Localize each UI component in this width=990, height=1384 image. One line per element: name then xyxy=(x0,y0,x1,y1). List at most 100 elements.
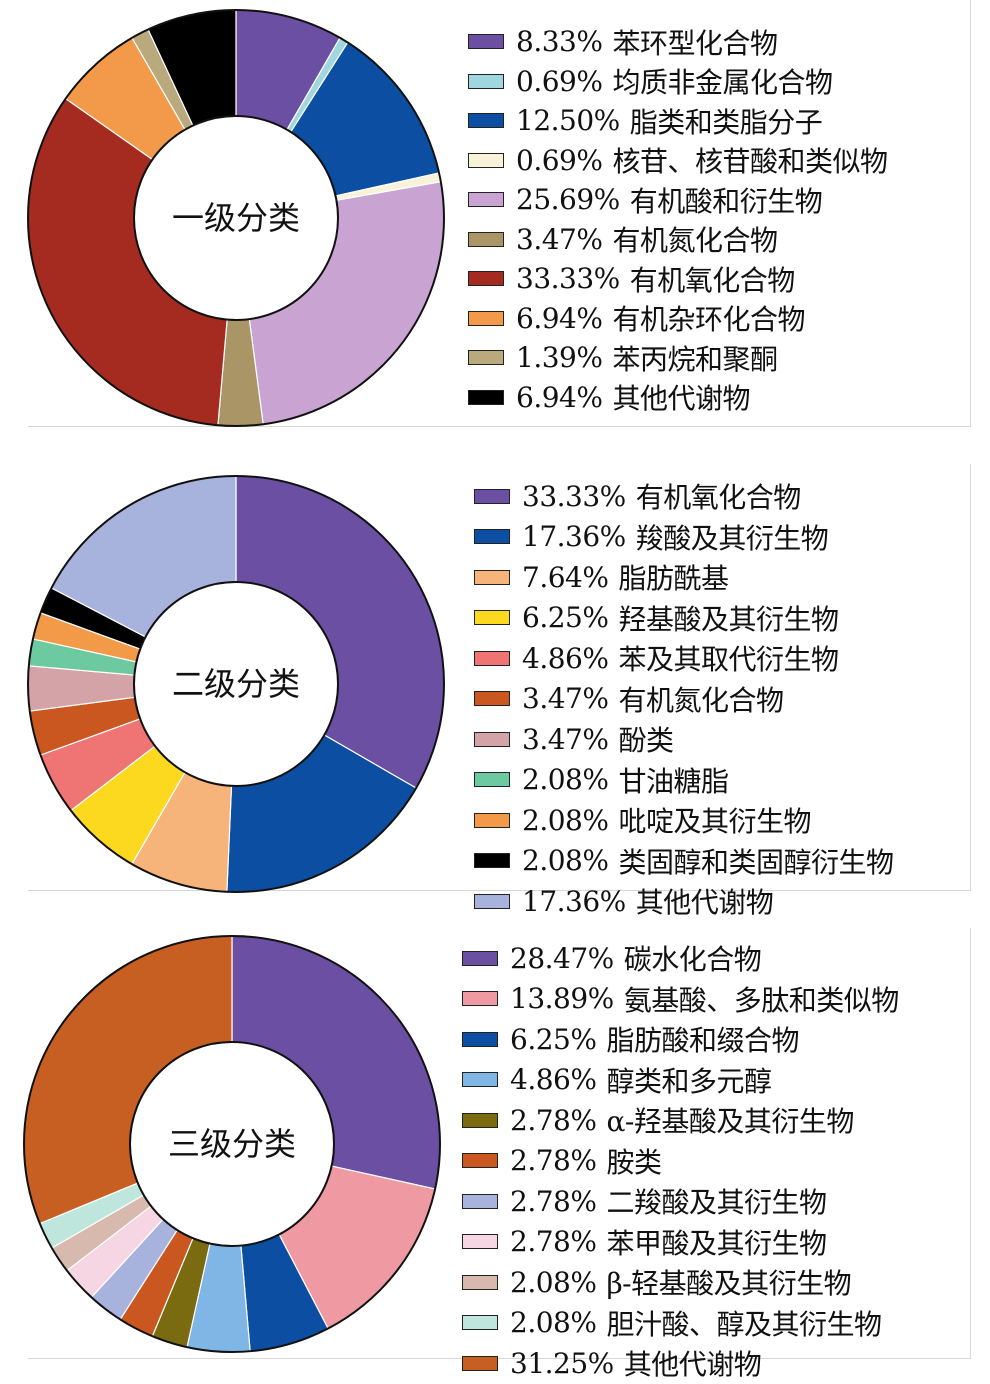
legend-item: 0.69% 均质非金属化合物 xyxy=(468,62,887,102)
legend-category-name: 醇类和多元醇 xyxy=(606,1064,772,1098)
legend-item: 6.25% 脂肪酸和缀合物 xyxy=(462,1019,899,1060)
legend-item: 28.47% 碳水化合物 xyxy=(462,938,899,979)
legend-item: 2.08% 甘油糖脂 xyxy=(474,760,893,801)
legend-swatch xyxy=(462,1031,498,1047)
legend-item: 6.94% 有机杂环化合物 xyxy=(468,299,887,339)
donut-hole xyxy=(129,1041,335,1247)
legend-percent: 25.69% xyxy=(516,183,620,217)
legend-swatch xyxy=(462,1072,498,1088)
legend-category-name: 甘油糖脂 xyxy=(618,764,729,798)
legend-swatch xyxy=(468,113,504,129)
legend-swatch xyxy=(474,893,510,909)
legend-percent: 2.78% xyxy=(510,1103,597,1137)
legend-percent: 31.25% xyxy=(510,1346,614,1380)
donut-hole xyxy=(133,581,339,787)
legend-item: 4.86% 苯及其取代衍生物 xyxy=(474,638,893,679)
legend-swatch xyxy=(474,569,510,585)
legend-category-name: 苯丙烷和聚酮 xyxy=(612,342,778,376)
legend-category-name: 苯及其取代衍生物 xyxy=(618,643,839,677)
legend-category-name: 类固醇和类固醇衍生物 xyxy=(618,845,894,879)
donut-chart-level-3: 三级分类 xyxy=(23,935,441,1353)
legend-item: 2.78% 胺类 xyxy=(462,1141,899,1182)
legend-category-name: 苯环型化合物 xyxy=(612,26,778,60)
legend-category-name: 羧酸及其衍生物 xyxy=(635,521,829,555)
legend-category-name: 氨基酸、多肽和类似物 xyxy=(623,983,900,1017)
legend-category-name: 其他代谢物 xyxy=(635,886,774,920)
legend-category-name: 均质非金属化合物 xyxy=(612,66,833,100)
legend-category-name: 有机氧化合物 xyxy=(629,263,796,297)
legend-category-name: 核苷、核苷酸和类似物 xyxy=(612,145,888,179)
legend-category-name: 有机氮化合物 xyxy=(618,683,784,717)
legend-swatch xyxy=(474,731,510,747)
legend-category-name: 胆汁酸、醇及其衍生物 xyxy=(606,1307,882,1341)
donut-outer-ring xyxy=(23,935,441,1353)
legend-category-name: 苯甲酸及其衍生物 xyxy=(606,1226,827,1260)
legend-category-name: 胺类 xyxy=(606,1145,662,1179)
legend-category-name: 脂类和类脂分子 xyxy=(629,105,823,139)
legend-swatch xyxy=(468,231,504,247)
legend-swatch xyxy=(474,812,510,828)
legend-percent: 2.78% xyxy=(510,1225,597,1259)
legend-item: 25.69% 有机酸和衍生物 xyxy=(468,180,887,220)
legend-category-name: 碳水化合物 xyxy=(623,943,762,977)
legend-item: 2.78% α-羟基酸及其衍生物 xyxy=(462,1100,899,1141)
legend-item: 2.08% 胆汁酸、醇及其衍生物 xyxy=(462,1303,899,1344)
legend-swatch xyxy=(468,152,504,168)
donut-hole xyxy=(133,115,339,321)
legend-percent: 6.94% xyxy=(516,301,603,335)
legend-percent: 6.94% xyxy=(516,380,603,414)
legend-percent: 28.47% xyxy=(510,941,614,975)
legend-item: 3.47% 酚类 xyxy=(474,719,893,760)
legend-item: 13.89% 氨基酸、多肽和类似物 xyxy=(462,979,899,1020)
legend-swatch xyxy=(474,853,510,869)
legend-swatch xyxy=(468,310,504,326)
legend-percent: 3.47% xyxy=(522,722,609,756)
legend-swatch xyxy=(462,1193,498,1209)
legend-item: 0.69% 核苷、核苷酸和类似物 xyxy=(468,141,888,181)
legend-category-name: 羟基酸及其衍生物 xyxy=(618,602,839,636)
legend-item: 8.33% 苯环型化合物 xyxy=(468,22,887,62)
legend-category-name: 酚类 xyxy=(618,724,674,758)
legend-swatch xyxy=(474,772,510,788)
legend-category-name: 吡啶及其衍生物 xyxy=(618,805,811,839)
legend-item: 4.86% 醇类和多元醇 xyxy=(462,1060,899,1101)
legend-swatch xyxy=(468,271,504,287)
legend-item: 2.08% β-轻基酸及其衍生物 xyxy=(462,1262,899,1303)
legend-category-name: 其他代谢物 xyxy=(623,1348,762,1382)
legend-item: 2.78% 二羧酸及其衍生物 xyxy=(462,1181,899,1222)
legend-swatch xyxy=(462,1153,498,1169)
donut-panel-level-3: 三级分类 28.47% 碳水化合物 13.89% 氨基酸、多肽和类似物 6.25% 脂肪酸… xyxy=(23,928,971,1381)
legend-item: 3.47% 有机氮化合物 xyxy=(474,679,893,720)
legend-percent: 0.69% xyxy=(516,64,603,98)
legend-percent: 17.36% xyxy=(522,884,626,918)
legend-percent: 8.33% xyxy=(516,25,603,59)
legend-category-name: 有机氧化合物 xyxy=(635,481,802,515)
donut-chart-level-1: 一级分类 xyxy=(27,9,445,427)
legend-item: 31.25% 其他代谢物 xyxy=(462,1343,899,1384)
legend-item: 12.50% 脂类和类脂分子 xyxy=(468,101,887,141)
legend-category-name: 有机酸和衍生物 xyxy=(629,184,823,218)
legend-percent: 2.08% xyxy=(522,763,609,797)
legend-item: 17.36% 其他代谢物 xyxy=(474,881,893,922)
donut-chart-level-2: 二级分类 xyxy=(27,475,445,893)
legend-percent: 6.25% xyxy=(510,1022,597,1056)
legend-percent: 2.08% xyxy=(522,844,609,878)
legend-percent: 12.50% xyxy=(516,104,620,138)
donut-panel-level-2: 二级分类 33.33% 有机氧化合物 17.36% 羧酸及其衍生物 7.64% 脂肪酰基 6… xyxy=(27,464,971,919)
legend-level-3: 28.47% 碳水化合物 13.89% 氨基酸、多肽和类似物 6.25% 脂肪酸和缀合物 4… xyxy=(462,938,899,1384)
legend-percent: 2.08% xyxy=(522,803,609,837)
legend-percent: 2.08% xyxy=(510,1306,597,1340)
legend-percent: 2.08% xyxy=(510,1265,597,1299)
legend-swatch xyxy=(462,1274,498,1290)
legend-percent: 17.36% xyxy=(522,520,626,554)
legend-swatch xyxy=(462,1112,498,1128)
donut-center-title: 三级分类 xyxy=(168,1125,296,1163)
legend-percent: 13.89% xyxy=(510,982,614,1016)
legend-percent: 6.25% xyxy=(522,601,609,635)
legend-percent: 2.78% xyxy=(510,1184,597,1218)
legend-item: 3.47% 有机氮化合物 xyxy=(468,220,887,260)
legend-category-name: 脂肪酰基 xyxy=(618,562,729,596)
legend-category-name: α-羟基酸及其衍生物 xyxy=(606,1105,854,1139)
legend-percent: 1.39% xyxy=(516,341,603,375)
legend-swatch xyxy=(474,650,510,666)
